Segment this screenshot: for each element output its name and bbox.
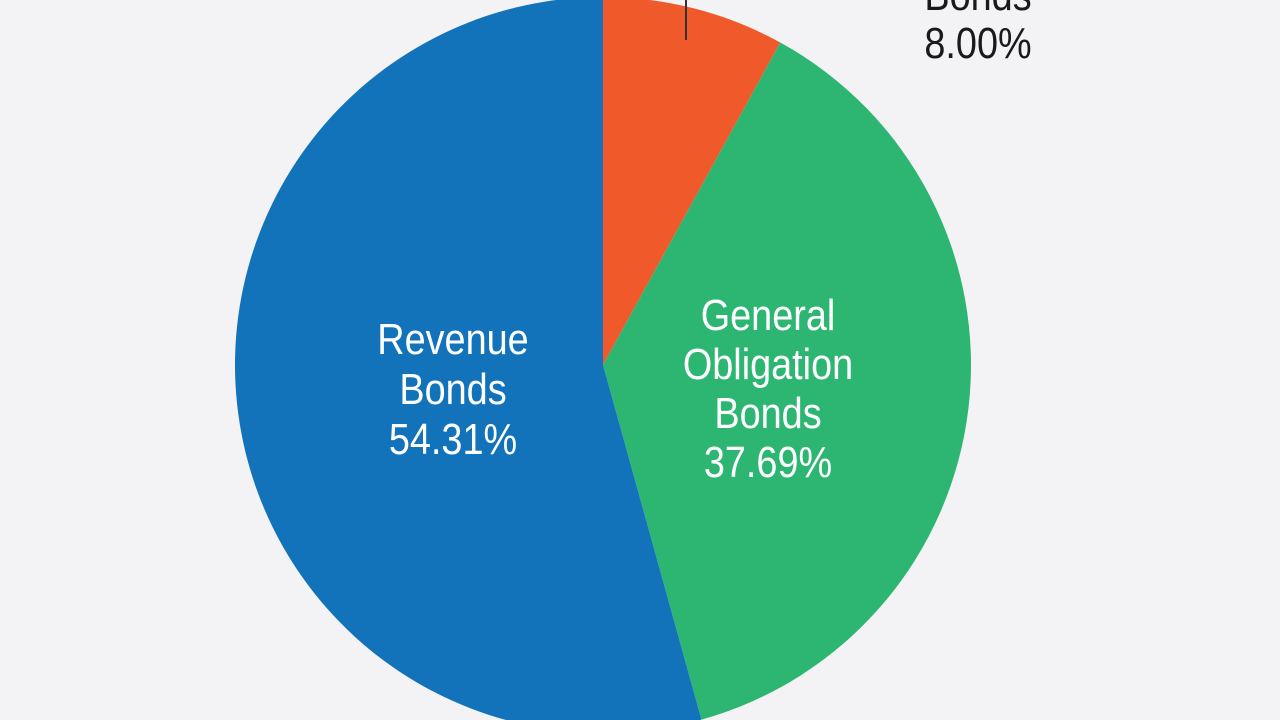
pie-slice-revenue-bonds <box>235 0 702 720</box>
slice-value-label: 37.69% <box>704 437 832 486</box>
slice-name-label: General <box>701 290 836 339</box>
pie-slice-general-obligation-bonds <box>603 42 971 720</box>
slice-name-label: Bonds <box>399 364 506 413</box>
slice-name-label: Obligation <box>683 339 853 388</box>
pie-slice-bonds <box>603 0 781 365</box>
slice-labels: Bonds8.00%GeneralObligationBonds37.69%Re… <box>377 0 1031 487</box>
slice-name-label: Bonds <box>924 0 1031 20</box>
slice-value-label: 54.31% <box>389 414 517 463</box>
pie-slices <box>235 0 971 720</box>
slice-value-label: 8.00% <box>924 18 1031 67</box>
slice-name-label: Bonds <box>714 388 821 437</box>
slice-name-label: Revenue <box>377 314 528 363</box>
